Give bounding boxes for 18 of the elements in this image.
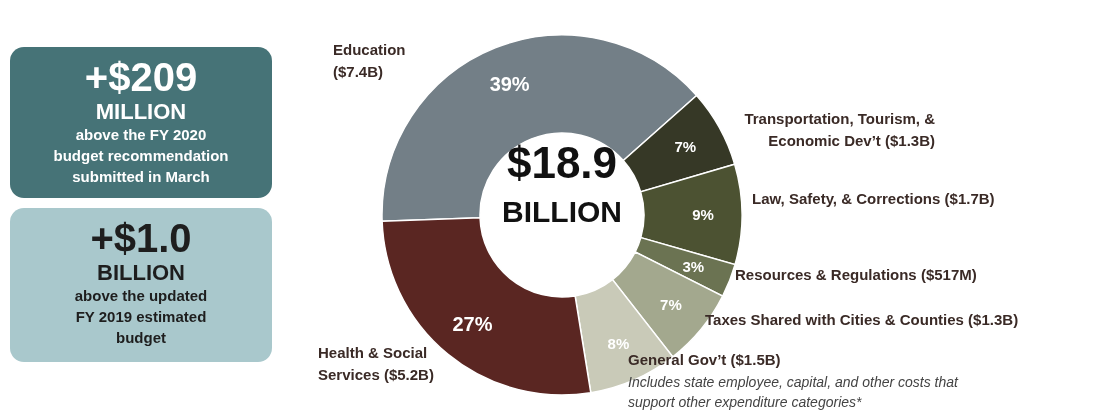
data-label: 3%: [682, 257, 705, 275]
data-label: 9%: [692, 205, 714, 223]
slice-label: Resources & Regulations ($517M): [735, 266, 977, 283]
slice-label: General Gov’t ($1.5B): [628, 351, 781, 368]
data-label: 8%: [607, 335, 630, 353]
text: +$209 MILLION above the FY 2020 budget recommendation submitted in March: [53, 55, 229, 185]
text: $18.9 BILLION: [502, 138, 622, 228]
slice-label: Law, Safety, & Corrections ($1.7B): [752, 190, 995, 207]
slice-label: Health & Social Services ($5.2B): [318, 344, 434, 383]
data-label: 7%: [674, 137, 697, 155]
text: +$1.0 BILLION above the updated FY 2019 estimated budget: [74, 216, 208, 346]
text: Includes state employee, capital, and other costs that support other expenditure categories*: [628, 374, 960, 410]
slice-label: Taxes Shared with Cities & Counties ($1.3B): [705, 311, 1019, 328]
data-label: 39%: [489, 73, 530, 96]
slice-label: Transportation, Tourism, & Economic Dev’t ($1.3B): [744, 110, 936, 149]
data-label: 7%: [660, 295, 682, 313]
slice-label: Education ($7.4B): [333, 41, 406, 80]
data-label: 27%: [452, 312, 493, 335]
